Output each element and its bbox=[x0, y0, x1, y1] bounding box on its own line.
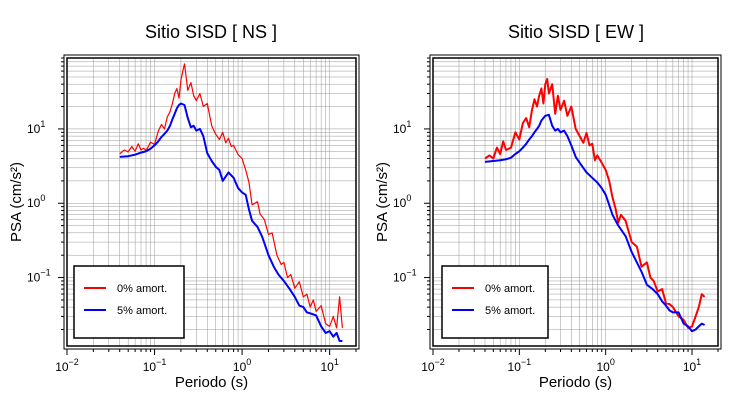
chart-panel-0: 10−2 10−1 100 101 10−1 100 101 Sitio SISD [ NS … bbox=[8, 22, 360, 391]
plot-frame bbox=[432, 57, 719, 347]
x-tick-label: 100 bbox=[596, 357, 614, 374]
plot-area bbox=[484, 78, 706, 333]
legend-box bbox=[73, 265, 185, 339]
series-line-1 bbox=[484, 113, 706, 333]
y-tick-label: 10−1 bbox=[27, 268, 51, 285]
legend: 0% amort. 5% amort. bbox=[73, 265, 185, 339]
y-tick-label: 100 bbox=[27, 193, 45, 210]
ticks bbox=[58, 57, 357, 355]
chart-title: Sitio SISD [ EW ] bbox=[508, 22, 644, 42]
plot-frame-outer bbox=[63, 54, 360, 350]
x-tick-label: 10−1 bbox=[508, 357, 532, 374]
series-line-0 bbox=[484, 78, 706, 329]
legend-label-0: 0% amort. bbox=[485, 283, 535, 295]
y-tick-label: 101 bbox=[27, 119, 45, 136]
chart-title: Sitio SISD [ NS ] bbox=[145, 22, 277, 42]
x-tick-label: 10−2 bbox=[55, 357, 79, 374]
x-tick-label: 10−2 bbox=[421, 357, 445, 374]
x-tick-label: 100 bbox=[233, 357, 251, 374]
series-line-1 bbox=[119, 102, 343, 342]
ticks bbox=[424, 57, 719, 355]
y-tick-label: 10−1 bbox=[393, 268, 417, 285]
legend-box bbox=[441, 265, 549, 339]
x-tick-label: 10−1 bbox=[143, 357, 167, 374]
y-tick-label: 100 bbox=[393, 193, 411, 210]
x-tick-label: 101 bbox=[683, 357, 701, 374]
plot-frame-outer bbox=[429, 54, 722, 350]
x-axis-label: Periodo (s) bbox=[539, 374, 612, 391]
plot-area bbox=[119, 63, 343, 342]
x-axis-label: Periodo (s) bbox=[175, 374, 248, 391]
legend-label-1: 5% amort. bbox=[117, 305, 167, 317]
legend-label-0: 0% amort. bbox=[117, 283, 167, 295]
chart-panel-1: 10−2 10−1 100 101 10−1 100 101 Sitio SISD [ EW … bbox=[374, 22, 722, 391]
series-line-0 bbox=[119, 63, 343, 329]
y-tick-label: 101 bbox=[393, 119, 411, 136]
legend-label-1: 5% amort. bbox=[485, 305, 535, 317]
y-axis-label: PSA (cm/s²) bbox=[8, 162, 25, 242]
legend: 0% amort. 5% amort. bbox=[441, 265, 549, 339]
x-tick-label: 101 bbox=[320, 357, 338, 374]
plot-frame bbox=[66, 57, 357, 347]
y-axis-label: PSA (cm/s²) bbox=[374, 162, 391, 242]
